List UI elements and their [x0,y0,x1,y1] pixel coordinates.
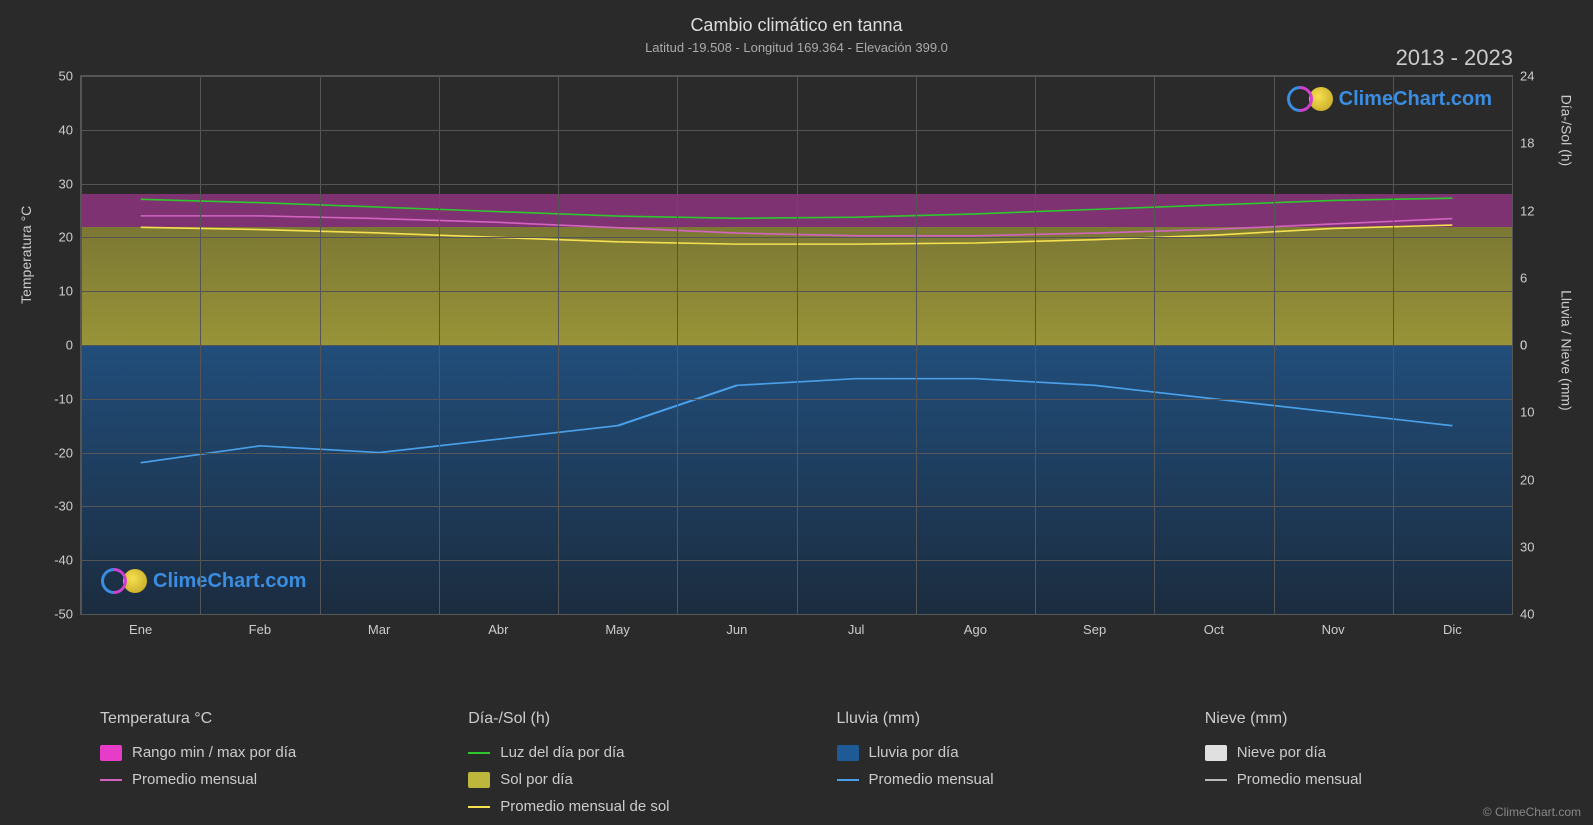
legend-label: Lluvia por día [869,744,959,761]
brand-text: ClimeChart.com [153,570,306,593]
watermark-bottom: ClimeChart.com [101,568,306,594]
climate-chart: Cambio climático en tanna Latitud -19.50… [80,15,1513,645]
y-tick-right-top: 12 [1512,203,1534,218]
brand-text: ClimeChart.com [1339,88,1492,111]
y-tick-left: -20 [54,445,81,460]
swatch-temp-avg [100,779,122,781]
legend-item-rain-avg: Promedio mensual [837,771,1165,788]
y-axis-right-top-title: Día-/Sol (h) [1559,95,1575,167]
x-tick: Ene [129,614,152,637]
y-axis-left-title: Temperatura °C [18,206,34,304]
legend-item-snow-daily: Nieve por día [1205,744,1533,761]
legend-header-temp: Temperatura °C [100,710,428,728]
x-tick: Dic [1443,614,1462,637]
y-tick-left: -30 [54,499,81,514]
y-tick-left: -50 [54,607,81,622]
logo-circle-icon [1281,81,1318,118]
y-tick-left: 30 [59,176,81,191]
y-tick-left: -40 [54,553,81,568]
copyright: © ClimeChart.com [1483,805,1581,819]
legend-label: Promedio mensual [1237,771,1362,788]
y-tick-left: 40 [59,122,81,137]
watermark-top: ClimeChart.com [1287,86,1492,112]
y-tick-right-bottom: 10 [1512,405,1534,420]
y-tick-right-bottom: 40 [1512,607,1534,622]
legend-col-temp: Temperatura °C Rango min / max por día P… [100,710,428,815]
swatch-rain [837,745,859,761]
legend: Temperatura °C Rango min / max por día P… [100,710,1533,815]
y-tick-right-bottom: 0 [1512,338,1527,353]
year-range: 2013 - 2023 [1396,45,1513,71]
legend-label: Promedio mensual [869,771,994,788]
x-tick: Sep [1083,614,1106,637]
legend-item-daylight: Luz del día por día [468,744,796,761]
legend-label: Sol por día [500,771,573,788]
y-tick-left: 0 [66,338,81,353]
legend-label: Rango min / max por día [132,744,296,761]
y-tick-right-bottom: 30 [1512,539,1534,554]
legend-item-sun-avg: Promedio mensual de sol [468,798,796,815]
y-axis-right-bottom-title: Lluvia / Nieve (mm) [1559,290,1575,411]
y-tick-right-top: 18 [1512,136,1534,151]
legend-item-temp-avg: Promedio mensual [100,771,428,788]
chart-subtitle: Latitud -19.508 - Longitud 169.364 - Ele… [80,40,1513,55]
x-tick: Nov [1322,614,1345,637]
y-tick-left: 50 [59,69,81,84]
x-tick: Abr [488,614,508,637]
swatch-sun-avg [468,806,490,808]
legend-label: Promedio mensual [132,771,257,788]
swatch-rain-avg [837,779,859,781]
legend-item-rain-daily: Lluvia por día [837,744,1165,761]
logo-circle-icon [96,563,133,600]
legend-item-snow-avg: Promedio mensual [1205,771,1533,788]
plot-area: Temperatura °C Día-/Sol (h) Lluvia / Nie… [80,75,1513,615]
legend-col-snow: Nieve (mm) Nieve por día Promedio mensua… [1205,710,1533,815]
legend-header-rain: Lluvia (mm) [837,710,1165,728]
y-tick-left: 10 [59,284,81,299]
y-tick-left: 20 [59,230,81,245]
x-tick: Oct [1204,614,1224,637]
x-tick: Feb [249,614,271,637]
x-tick: Mar [368,614,390,637]
legend-item-sun: Sol por día [468,771,796,788]
legend-col-rain: Lluvia (mm) Lluvia por día Promedio mens… [837,710,1165,815]
swatch-daylight [468,752,490,754]
chart-title: Cambio climático en tanna [80,15,1513,36]
y-tick-right-top: 24 [1512,69,1534,84]
legend-header-daysun: Día-/Sol (h) [468,710,796,728]
swatch-snow-avg [1205,779,1227,781]
legend-header-snow: Nieve (mm) [1205,710,1533,728]
x-tick: May [605,614,630,637]
x-tick: Jul [848,614,865,637]
legend-label: Nieve por día [1237,744,1326,761]
x-tick: Ago [964,614,987,637]
swatch-temp-range [100,745,122,761]
swatch-sun [468,772,490,788]
legend-label: Promedio mensual de sol [500,798,669,815]
x-tick: Jun [726,614,747,637]
legend-label: Luz del día por día [500,744,624,761]
legend-col-daysun: Día-/Sol (h) Luz del día por día Sol por… [468,710,796,815]
y-tick-right-top: 6 [1512,270,1527,285]
y-tick-right-bottom: 20 [1512,472,1534,487]
legend-item-temp-range: Rango min / max por día [100,744,428,761]
swatch-snow [1205,745,1227,761]
y-tick-left: -10 [54,391,81,406]
